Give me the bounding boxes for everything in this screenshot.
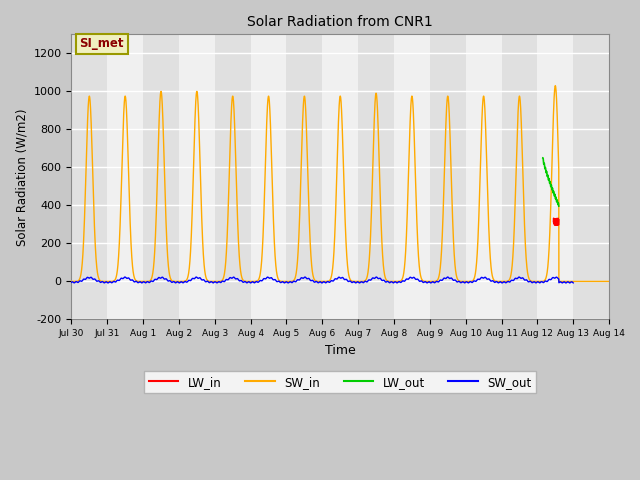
- Text: SI_met: SI_met: [79, 37, 124, 50]
- Bar: [573, 35, 609, 319]
- Bar: [466, 35, 502, 319]
- Bar: [251, 35, 287, 319]
- Bar: [323, 35, 358, 319]
- Bar: [72, 35, 108, 319]
- Title: Solar Radiation from CNR1: Solar Radiation from CNR1: [247, 15, 433, 29]
- Bar: [430, 35, 466, 319]
- Bar: [538, 35, 573, 319]
- X-axis label: Time: Time: [325, 344, 356, 357]
- Bar: [502, 35, 538, 319]
- Legend: LW_in, SW_in, LW_out, SW_out: LW_in, SW_in, LW_out, SW_out: [144, 371, 536, 393]
- Bar: [358, 35, 394, 319]
- Y-axis label: Solar Radiation (W/m2): Solar Radiation (W/m2): [15, 108, 28, 246]
- Bar: [108, 35, 143, 319]
- Bar: [215, 35, 251, 319]
- Bar: [143, 35, 179, 319]
- Bar: [179, 35, 215, 319]
- Bar: [394, 35, 430, 319]
- Bar: [287, 35, 323, 319]
